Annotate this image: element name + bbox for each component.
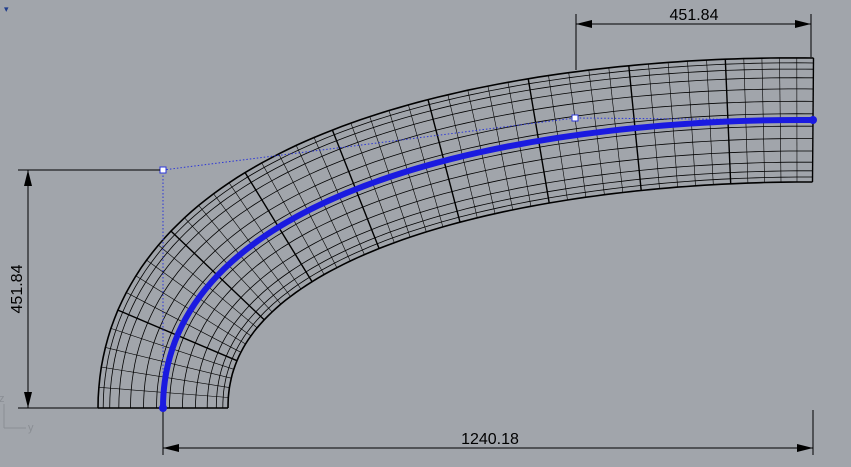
viewport-title-menu[interactable]: ▾ — [0, 0, 15, 18]
swept-surface-wireframe[interactable] — [97, 57, 815, 409]
wireframe-longitudinal-line — [97, 57, 814, 409]
axis-label-z: z — [0, 393, 5, 405]
wireframe-longitudinal-line — [130, 88, 814, 409]
dimension-bottom-value: 1240.18 — [461, 431, 519, 448]
wireframe-longitudinal-line — [118, 77, 814, 409]
wireframe-longitudinal-line — [156, 113, 814, 409]
control-polygon — [162, 117, 814, 408]
wireframe-longitudinal-line — [102, 62, 814, 409]
wireframe-longitudinal-line — [109, 68, 814, 409]
dimension-top-value: 451.84 — [670, 7, 719, 24]
control-point[interactable] — [571, 114, 579, 122]
dimension-bottom[interactable] — [162, 410, 814, 455]
wireframe-longitudinal-line — [227, 181, 813, 409]
wireframe-longitudinal-line — [215, 170, 813, 409]
wireframe-longitudinal-line — [182, 138, 813, 409]
world-axes-icon — [3, 404, 26, 429]
curve-end-point[interactable] — [809, 116, 817, 124]
control-point[interactable] — [159, 166, 167, 174]
axis-label-y: y — [28, 422, 34, 434]
dimension-top[interactable] — [575, 14, 812, 70]
dimension-left-value: 451.84 — [9, 264, 26, 313]
rail-curve[interactable] — [160, 116, 816, 411]
wireframe-longitudinal-line — [143, 100, 814, 409]
wireframe-longitudinal-line — [169, 125, 813, 409]
chevron-down-icon[interactable]: ▾ — [4, 3, 9, 14]
wireframe-longitudinal-line — [195, 150, 813, 409]
wireframe-longitudinal-line — [206, 161, 813, 409]
dimension-left[interactable] — [18, 169, 160, 409]
curve-start-point[interactable] — [159, 404, 167, 412]
wireframe-longitudinal-line — [222, 176, 813, 409]
